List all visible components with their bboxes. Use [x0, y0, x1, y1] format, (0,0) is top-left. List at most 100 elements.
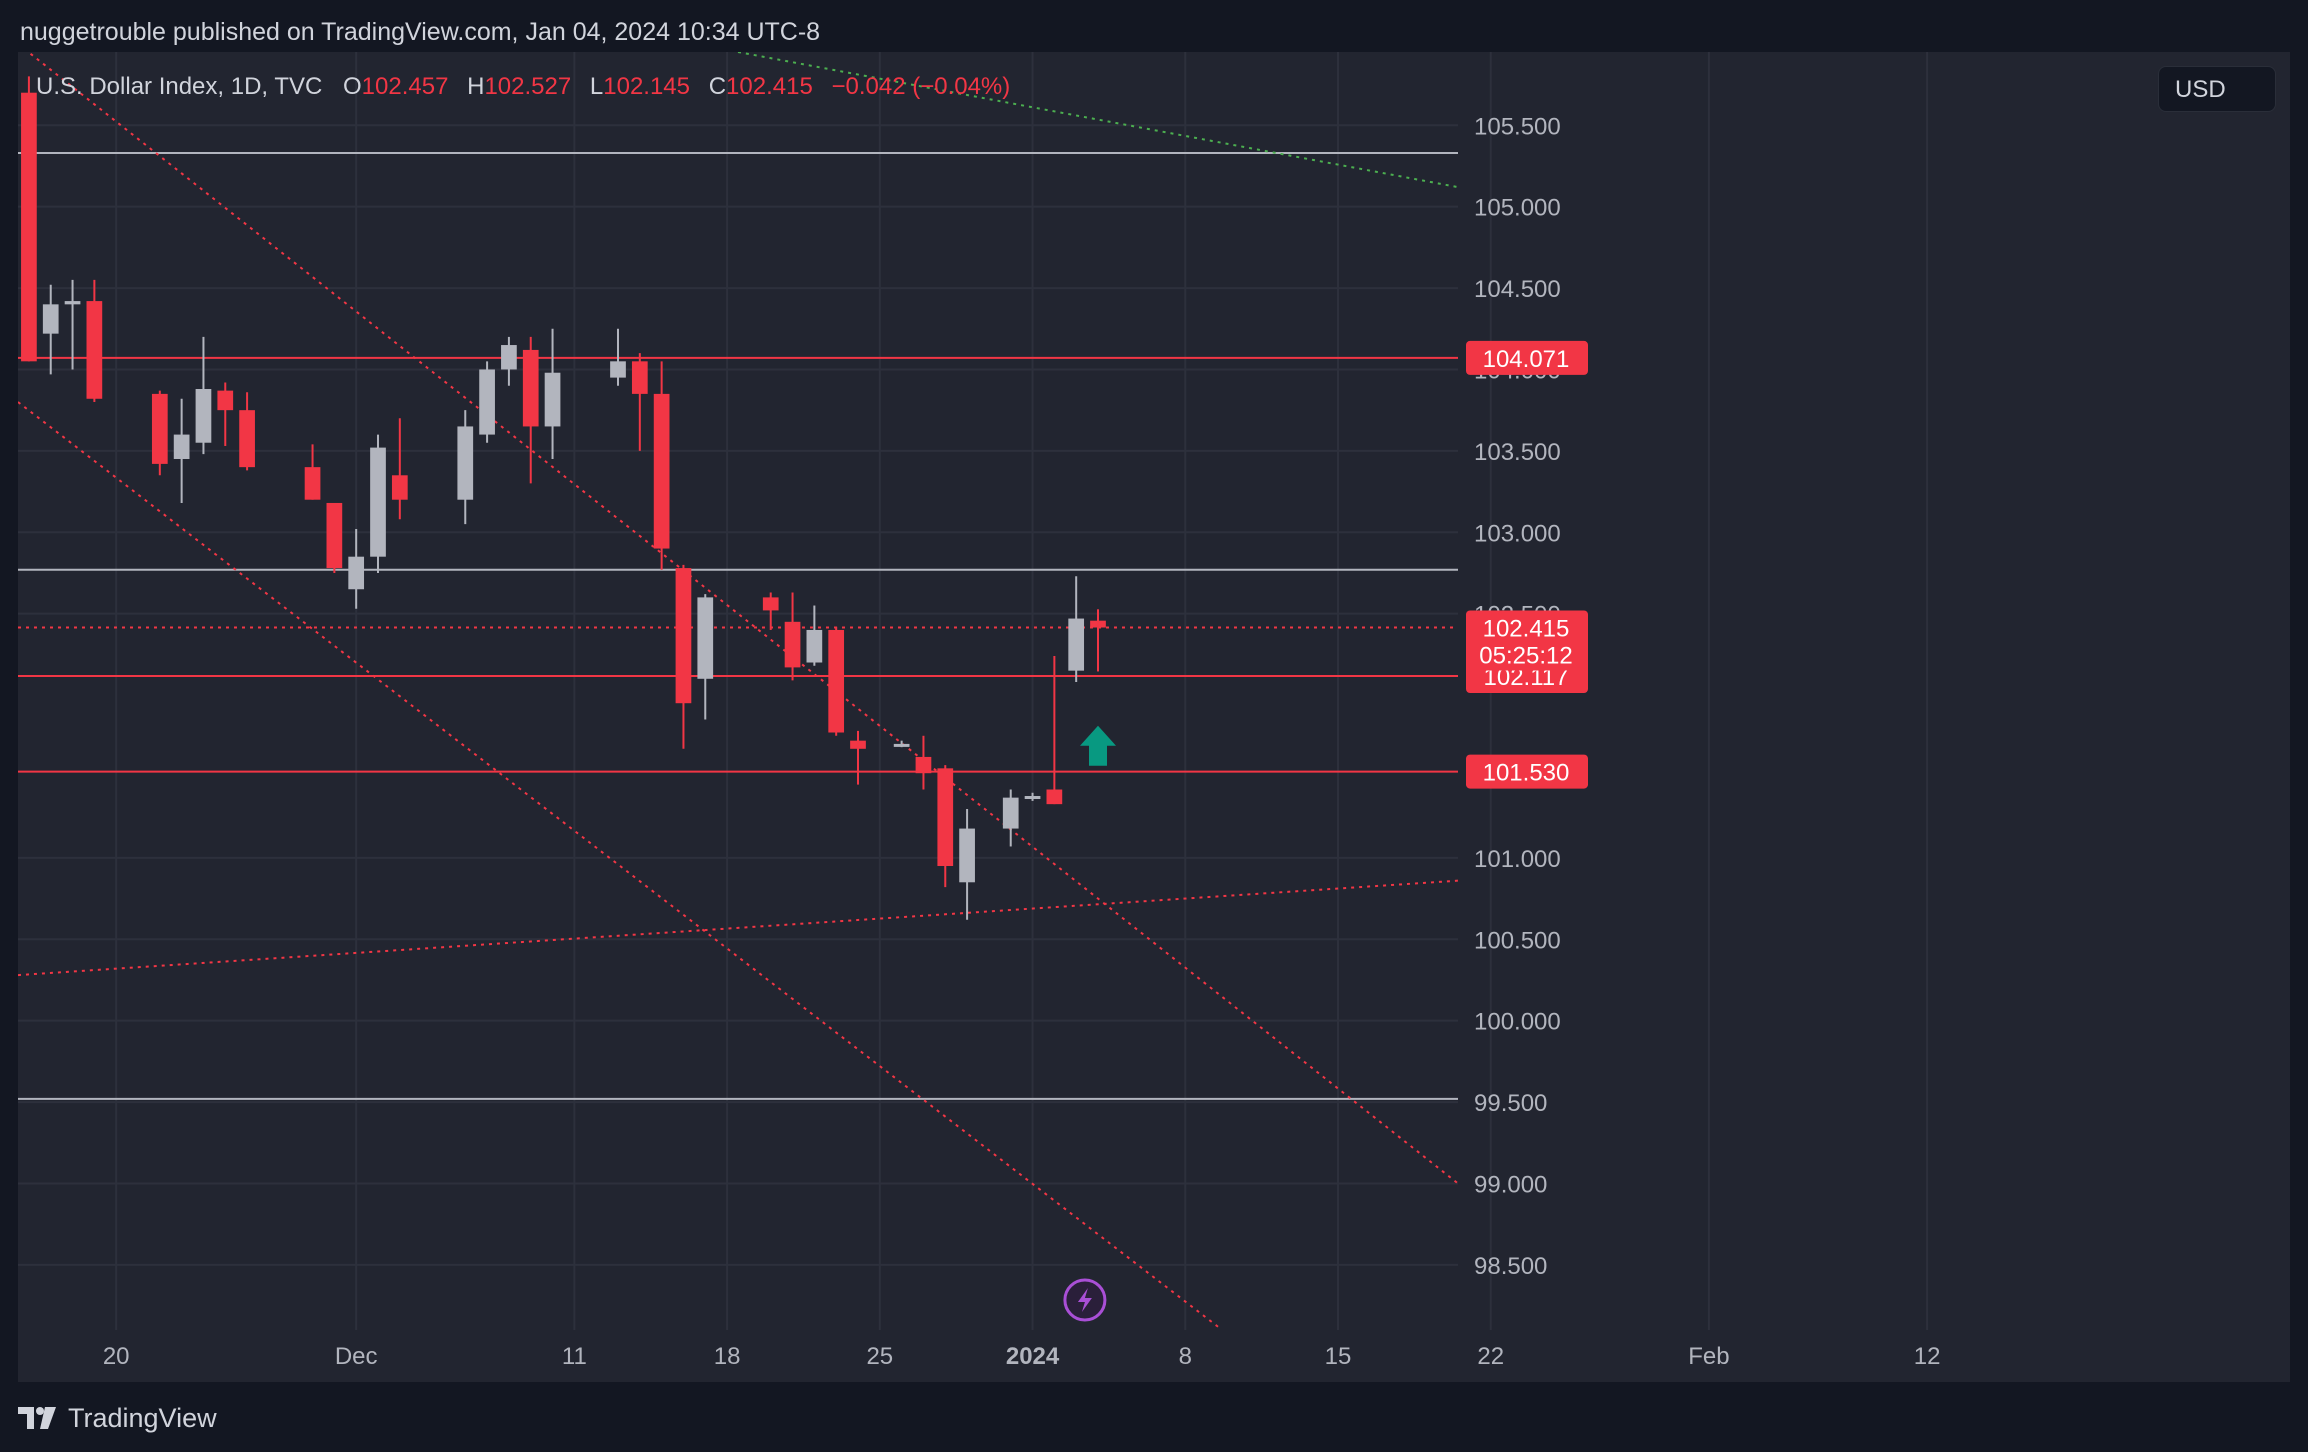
- candle-body: [631, 361, 648, 394]
- candle-body: [42, 304, 59, 334]
- candle[interactable]: [937, 765, 954, 888]
- candle[interactable]: [1024, 792, 1041, 801]
- footer: TradingView: [18, 1398, 217, 1438]
- candle[interactable]: [915, 735, 932, 790]
- candle[interactable]: [151, 390, 168, 476]
- tradingview-logo-icon[interactable]: [18, 1405, 58, 1431]
- candle[interactable]: [1090, 609, 1106, 672]
- candle-body: [21, 92, 37, 362]
- candle[interactable]: [348, 529, 365, 609]
- time-tick-label: 2024: [1006, 1343, 1060, 1370]
- candle-body: [64, 301, 81, 305]
- trend-line[interactable]: [737, 52, 1459, 189]
- candle[interactable]: [653, 361, 670, 570]
- candle[interactable]: [42, 284, 59, 375]
- candle[interactable]: [610, 328, 626, 386]
- price-tick-label: 103.000: [1474, 520, 1561, 547]
- candle-body: [326, 502, 343, 569]
- time-tick-label: 25: [866, 1343, 893, 1370]
- trend-line[interactable]: [18, 401, 1219, 1328]
- candle[interactable]: [86, 279, 103, 403]
- price-tick-label: 100.000: [1474, 1009, 1561, 1036]
- candle[interactable]: [784, 592, 801, 681]
- candle[interactable]: [239, 392, 255, 471]
- candle-body: [893, 743, 910, 747]
- candle-body: [86, 301, 103, 399]
- candle[interactable]: [326, 502, 343, 573]
- candles: [21, 76, 1106, 920]
- low-value: 102.145: [603, 73, 690, 100]
- candle-body: [348, 556, 365, 590]
- time-tick-label: 18: [714, 1343, 741, 1370]
- price-tick-label: 104.500: [1474, 276, 1561, 303]
- candle[interactable]: [806, 605, 823, 666]
- candle[interactable]: [544, 328, 561, 460]
- candle[interactable]: [1046, 655, 1063, 805]
- ohlc-legend: U.S. Dollar Index, 1D, TVC O102.457 H102…: [36, 73, 1010, 100]
- price-level-tag[interactable]: [1466, 340, 1588, 375]
- trend-line[interactable]: [18, 879, 1459, 977]
- candle[interactable]: [479, 361, 495, 443]
- arrow-up-icon[interactable]: [1080, 725, 1116, 766]
- candle[interactable]: [1002, 789, 1019, 847]
- candle[interactable]: [21, 76, 37, 362]
- symbol-name: U.S. Dollar Index, 1D, TVC: [36, 73, 322, 100]
- bar-countdown-text: 05:25:12: [1479, 643, 1572, 670]
- lightning-bolt-icon: [1077, 1288, 1092, 1312]
- candle-body: [1002, 797, 1019, 829]
- candle[interactable]: [631, 353, 648, 451]
- candle[interactable]: [762, 592, 779, 630]
- candle-body: [806, 629, 823, 663]
- price-level-tag[interactable]: [1466, 754, 1588, 789]
- trend-line[interactable]: [18, 52, 1459, 1185]
- currency-button[interactable]: USD: [2158, 66, 2276, 112]
- candle[interactable]: [457, 410, 474, 525]
- candle-body: [217, 390, 234, 411]
- candle[interactable]: [675, 564, 692, 749]
- candle[interactable]: [1068, 576, 1085, 683]
- candle-body: [479, 369, 495, 435]
- annotations: [1063, 725, 1116, 1322]
- candle[interactable]: [850, 730, 866, 785]
- candlestick-chart[interactable]: 105.500105.000104.500104.000103.500103.0…: [18, 52, 2290, 1382]
- time-tick-label: 11: [562, 1343, 587, 1370]
- time-axis: 20 Dec 11 18 25 2024 8 15 22 Feb 12: [103, 1343, 1941, 1370]
- high-value: 102.527: [484, 73, 571, 100]
- last-price-text: 102.415: [1483, 616, 1570, 643]
- candle[interactable]: [173, 398, 190, 503]
- candle-body: [850, 740, 866, 749]
- chart-pane[interactable]: 105.500105.000104.500104.000103.500103.0…: [18, 52, 2290, 1382]
- price-tick-label: 103.500: [1474, 439, 1561, 466]
- candle-body: [1046, 789, 1063, 805]
- close-label: C: [709, 73, 726, 100]
- brand-name[interactable]: TradingView: [68, 1402, 217, 1433]
- candle[interactable]: [522, 336, 539, 484]
- time-tick-label: 15: [1325, 1343, 1352, 1370]
- candle-body: [1024, 796, 1041, 800]
- candle[interactable]: [697, 594, 714, 720]
- candle[interactable]: [893, 740, 910, 748]
- price-tick-label: 99.000: [1474, 1171, 1547, 1198]
- last-price-tag[interactable]: [1466, 610, 1588, 671]
- candle[interactable]: [64, 279, 81, 370]
- price-tick-label: 100.500: [1474, 927, 1561, 954]
- candle-body: [151, 393, 168, 464]
- candle-body: [173, 434, 190, 460]
- candle[interactable]: [391, 418, 408, 520]
- candle-body: [828, 629, 845, 733]
- candle[interactable]: [370, 434, 386, 573]
- candle[interactable]: [828, 626, 845, 736]
- time-tick-label: 22: [1477, 1343, 1504, 1370]
- price-tick-label: 105.500: [1474, 113, 1561, 140]
- candle[interactable]: [959, 809, 975, 920]
- candle[interactable]: [501, 336, 517, 386]
- time-tick-label: Feb: [1688, 1343, 1729, 1370]
- horizontal-lines: [18, 151, 1458, 1100]
- candle[interactable]: [195, 336, 212, 455]
- price-tick-label: 99.500: [1474, 1090, 1547, 1117]
- candle-body: [697, 597, 714, 679]
- candle[interactable]: [217, 382, 234, 446]
- candle[interactable]: [304, 444, 321, 500]
- change-value: −0.042 (−0.04%): [831, 73, 1010, 100]
